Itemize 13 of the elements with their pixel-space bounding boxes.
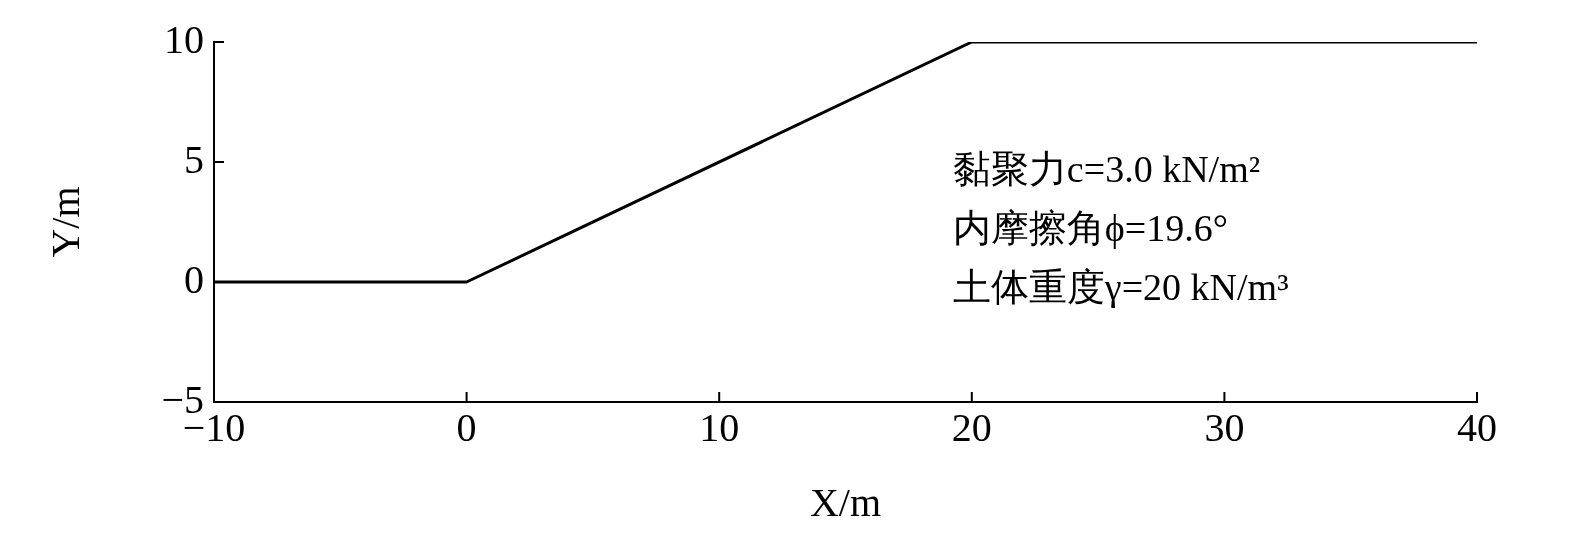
x-axis-title: X/m (809, 479, 882, 525)
y-tick-label: 0 (184, 256, 204, 302)
y-tick-label: 10 (164, 16, 204, 62)
x-tick-label: 20 (951, 404, 992, 450)
annotation: 土体重度γ=20 kN/m³ (952, 266, 1289, 309)
annotation: 内摩擦角ϕ=19.6° (952, 206, 1228, 249)
x-tick-label: 10 (699, 404, 740, 450)
annotation: 黏聚力c=3.0 kN/m² (952, 147, 1261, 190)
y-tick-label: 5 (184, 136, 204, 182)
y-axis-title: Y/m (42, 186, 88, 258)
x-tick-label: 30 (1204, 404, 1245, 450)
x-tick-label: 0 (456, 404, 477, 450)
x-tick-label: 40 (1457, 404, 1497, 450)
